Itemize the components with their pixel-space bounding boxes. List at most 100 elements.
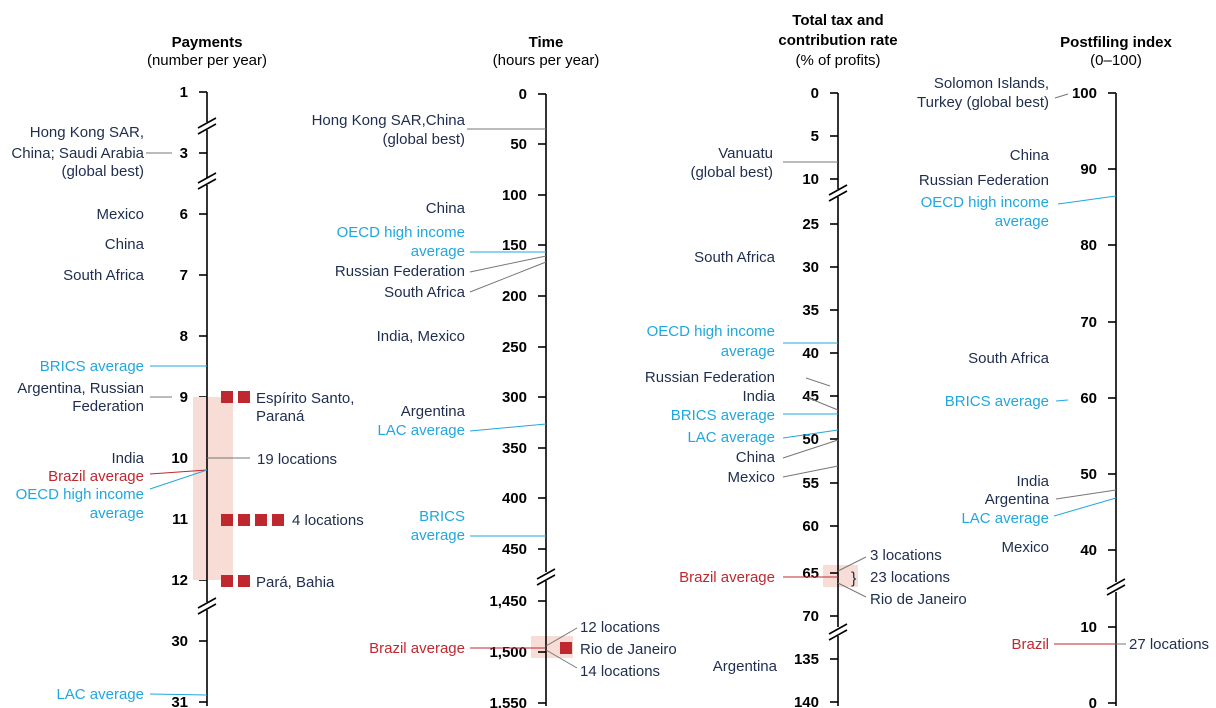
payments-location-label: Pará, Bahia <box>256 574 335 591</box>
postfiling-tick: 90 <box>1080 161 1097 178</box>
time-location-label: 12 locations <box>580 619 660 636</box>
location-marker <box>272 514 284 526</box>
leader-line <box>782 429 839 439</box>
postfiling-title: Postfiling index <box>1060 34 1172 51</box>
payments-tick: 12 <box>171 572 188 589</box>
payments-tick: 11 <box>172 511 188 528</box>
location-marker <box>238 514 250 526</box>
leader-line <box>469 261 547 293</box>
payments-label: OECD high income <box>16 486 144 503</box>
payments-tick: 6 <box>180 206 188 223</box>
location-marker <box>221 575 233 587</box>
tax-rate-label: Mexico <box>727 469 775 486</box>
time-label: Russian Federation <box>335 263 465 280</box>
tax-rate-label: OECD high income <box>647 323 775 340</box>
time-tick: 1,500 <box>489 644 527 661</box>
payments-markers <box>221 391 284 587</box>
payments-label: Brazil average <box>48 468 144 485</box>
postfiling-label: China <box>1010 147 1050 164</box>
tax-rate-title: contribution rate <box>778 32 897 49</box>
tax-rate-label: Argentina <box>713 658 778 675</box>
postfiling-subtitle: (0–100) <box>1090 52 1142 69</box>
leader-line <box>545 649 578 669</box>
postfiling-label: Solomon Islands, <box>934 75 1049 92</box>
time-tick: 250 <box>502 339 527 356</box>
time-location-label: 14 locations <box>580 663 660 680</box>
postfiling-label: LAC average <box>961 510 1049 527</box>
leader-line <box>469 423 547 432</box>
postfiling-axis <box>1106 92 1126 706</box>
tax-rate-location-label: 3 locations <box>870 547 942 564</box>
tax-rate-label: LAC average <box>687 429 775 446</box>
tax-rate-label: Russian Federation <box>645 369 775 386</box>
time-tick: 350 <box>502 440 527 457</box>
time-label: average <box>411 243 465 260</box>
postfiling-tick: 40 <box>1080 542 1097 559</box>
payments-location-label: Paraná <box>256 408 305 425</box>
payments-label: average <box>90 505 144 522</box>
time-panel: Time (hours per year) 0 50 100 150 <box>312 34 677 708</box>
time-tick: 400 <box>502 490 527 507</box>
time-tick: 0 <box>519 86 527 103</box>
tax-rate-subtitle: (% of profits) <box>795 52 880 69</box>
time-label: (global best) <box>382 131 465 148</box>
tax-rate-label: (global best) <box>690 164 773 181</box>
time-tick: 150 <box>502 237 527 254</box>
leader-line <box>1054 93 1069 99</box>
leader-line <box>149 469 208 490</box>
time-tick: 50 <box>510 136 527 153</box>
time-label: Hong Kong SAR,China <box>312 112 466 129</box>
location-marker <box>255 514 267 526</box>
tax-rate-tick: 5 <box>811 128 819 145</box>
payments-tick: 1 <box>180 84 188 101</box>
payments-label: Hong Kong SAR, <box>30 124 144 141</box>
payments-label: (global best) <box>61 163 144 180</box>
postfiling-label: Argentina <box>985 491 1050 508</box>
time-label: LAC average <box>377 422 465 439</box>
tax-rate-label: Brazil average <box>679 569 775 586</box>
leader-line <box>545 627 578 647</box>
payments-title: Payments <box>172 34 243 51</box>
postfiling-label: South Africa <box>968 350 1050 367</box>
tax-rate-label: average <box>721 343 775 360</box>
postfiling-tick: 60 <box>1080 390 1097 407</box>
payments-location-label: 19 locations <box>257 451 337 468</box>
leader-line <box>805 396 839 411</box>
tax-rate-tick: 0 <box>811 85 819 102</box>
leader-line <box>837 582 867 598</box>
tax-rate-tick: 45 <box>802 388 819 405</box>
time-tick: 1,550 <box>489 695 527 708</box>
tax-rate-panel: Total tax and contribution rate (% of pr… <box>645 12 967 708</box>
tax-rate-title: Total tax and <box>792 12 883 29</box>
payments-panel: Payments (number per year) 1 3 <box>11 34 363 708</box>
leader-line <box>149 693 208 696</box>
postfiling-tick: 0 <box>1089 695 1097 708</box>
time-location-label: Rio de Janeiro <box>580 641 677 658</box>
tax-rate-tick: 135 <box>794 651 819 668</box>
time-tick: 1,450 <box>489 593 527 610</box>
time-subtitle: (hours per year) <box>493 52 600 69</box>
leader-line <box>1055 489 1117 500</box>
postfiling-tick: 80 <box>1080 237 1097 254</box>
time-tick: 450 <box>502 541 527 558</box>
tax-rate-label: South Africa <box>694 249 776 266</box>
payments-axis <box>197 91 217 706</box>
location-marker <box>221 514 233 526</box>
tax-rate-axis <box>828 92 848 706</box>
payments-label: South Africa <box>63 267 145 284</box>
tax-rate-tick: 65 <box>802 565 819 582</box>
postfiling-tick: 10 <box>1080 619 1097 636</box>
time-label: South Africa <box>384 284 466 301</box>
postfiling-label: Mexico <box>1001 539 1049 556</box>
tax-rate-location-label: 23 locations <box>870 569 950 586</box>
brace-icon: } <box>851 570 857 587</box>
time-label: China <box>426 200 466 217</box>
postfiling-label: OECD high income <box>921 194 1049 211</box>
postfiling-tick: 100 <box>1072 85 1097 102</box>
payments-label: LAC average <box>56 686 144 703</box>
payments-tick: 31 <box>171 694 188 708</box>
postfiling-label: Russian Federation <box>919 172 1049 189</box>
payments-tick: 10 <box>171 450 188 467</box>
tax-rate-tick: 30 <box>802 259 819 276</box>
